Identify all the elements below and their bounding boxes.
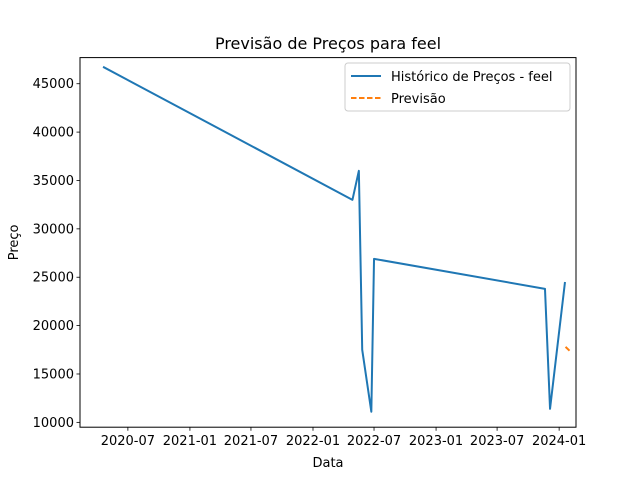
series-line-previsao (564, 346, 571, 352)
y-tick-label: 25000 (33, 271, 74, 286)
x-tick-label: 2021-07 (224, 434, 278, 449)
legend-label-previsao: Previsão (391, 92, 446, 107)
y-tick-label: 10000 (33, 416, 74, 431)
y-tick-label: 35000 (33, 174, 74, 189)
x-tick-label: 2021-01 (163, 434, 217, 449)
y-tick-label: 40000 (33, 126, 74, 141)
y-tick-label: 30000 (33, 222, 74, 237)
y-tick-label: 20000 (33, 319, 74, 334)
x-tick-label: 2020-07 (101, 434, 155, 449)
x-tick-label: 2022-01 (286, 434, 340, 449)
legend-label-historico: Histórico de Preços - feel (391, 70, 552, 85)
chart-title: Previsão de Preços para feel (215, 34, 441, 53)
x-tick-label: 2022-07 (347, 434, 401, 449)
y-tick-label: 15000 (33, 367, 74, 382)
y-axis-label: Preço (7, 224, 22, 260)
x-axis-ticks: 2020-07 2021-01 2021-07 2022-01 2022-07 2023-… (101, 427, 586, 449)
legend-box (344, 62, 571, 112)
plot-area (79, 57, 577, 428)
x-axis-label: Data (312, 456, 343, 471)
x-tick-label: 2023-07 (470, 434, 524, 449)
series-layer (102, 65, 571, 413)
y-axis-ticks: 10000 15000 20000 25000 30000 35000 40000 45000 (33, 77, 80, 431)
series-line-historico (102, 65, 566, 413)
legend: Histórico de Preços - feel Previsão (344, 62, 571, 112)
x-tick-label: 2023-01 (409, 434, 463, 449)
x-tick-label: 2024-01 (532, 434, 586, 449)
y-tick-label: 45000 (33, 77, 74, 92)
